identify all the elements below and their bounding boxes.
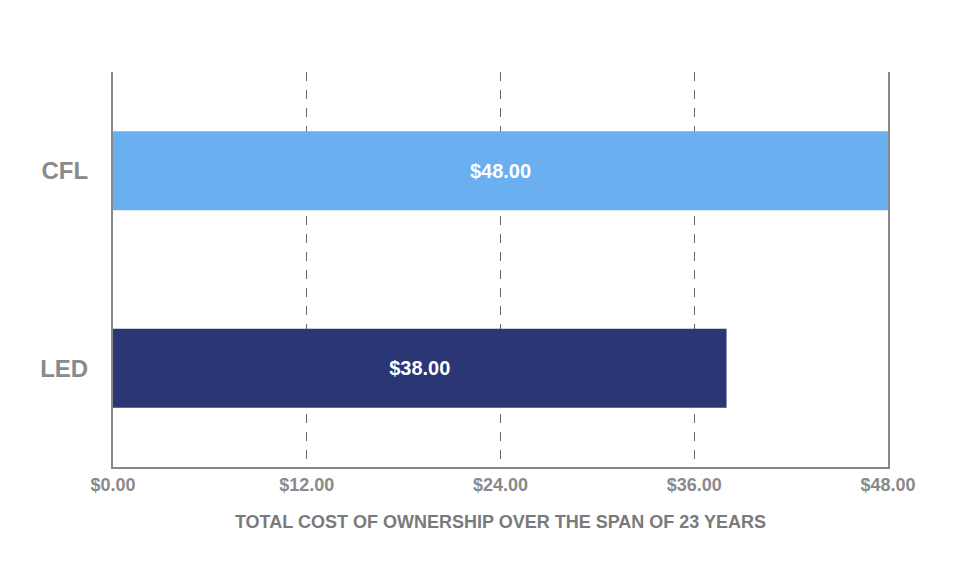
- svg-text:$38.00: $38.00: [389, 357, 450, 379]
- svg-text:$24.00: $24.00: [473, 475, 528, 495]
- svg-text:LED: LED: [40, 355, 88, 382]
- svg-text:CFL: CFL: [42, 157, 89, 184]
- svg-text:$0.00: $0.00: [90, 475, 135, 495]
- svg-text:TOTAL COST OF OWNERSHIP OVER T: TOTAL COST OF OWNERSHIP OVER THE SPAN OF…: [235, 512, 766, 532]
- svg-text:$48.00: $48.00: [860, 475, 915, 495]
- svg-text:$48.00: $48.00: [470, 160, 531, 182]
- svg-text:$36.00: $36.00: [667, 475, 722, 495]
- svg-text:$12.00: $12.00: [279, 475, 334, 495]
